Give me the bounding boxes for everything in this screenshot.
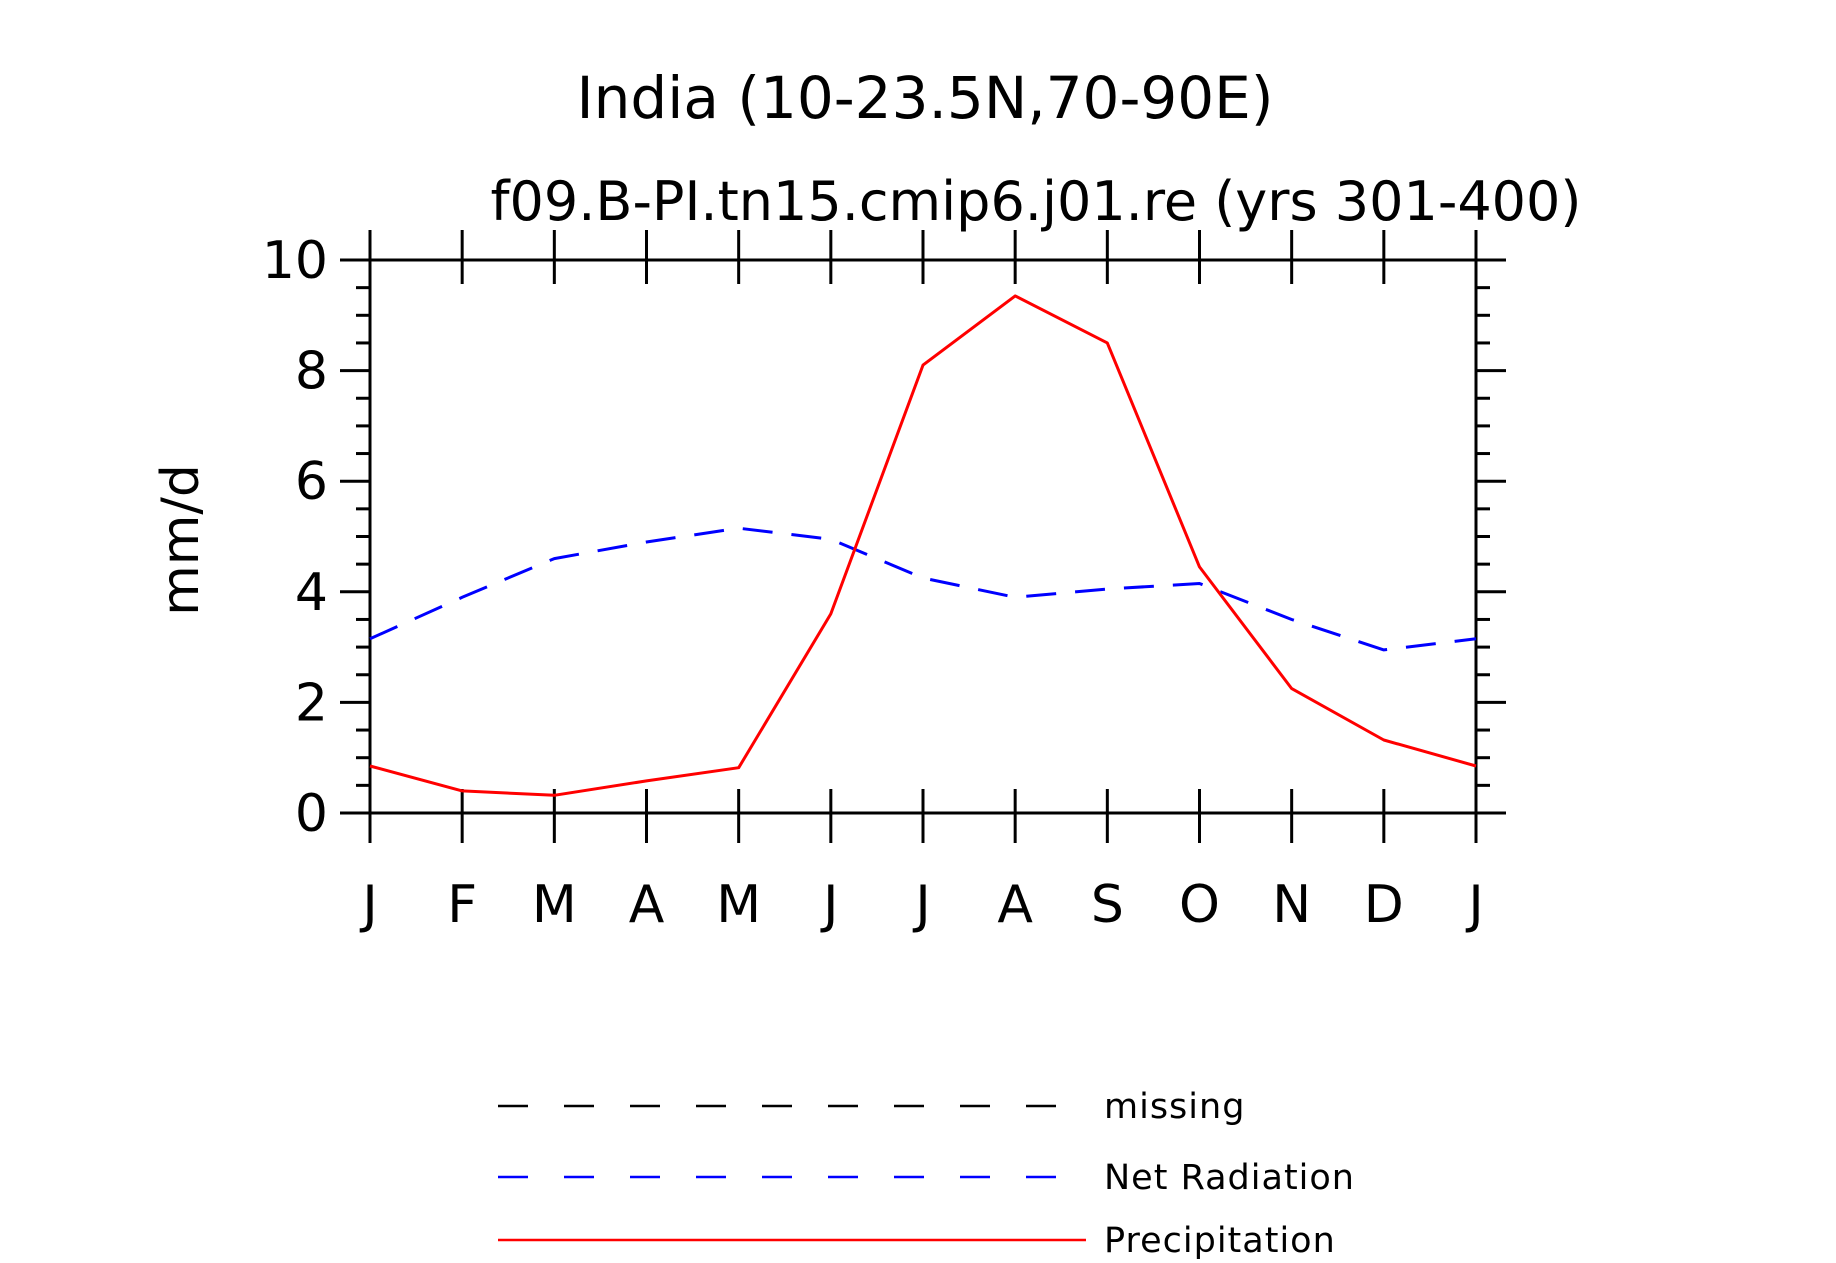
y-tick-label: 4 (295, 563, 328, 623)
y-tick-labels: 0 2 4 6 8 10 (262, 231, 328, 844)
x-tick-label: M (532, 875, 577, 935)
series-line-net-radiation (369, 526, 1477, 652)
x-tick-label: N (1272, 875, 1311, 935)
x-tick-label: J (912, 875, 930, 935)
y-axis-label: mm/d (151, 464, 211, 616)
x-tick-label: J (1465, 875, 1483, 935)
x-tick-label: A (997, 875, 1033, 935)
chart-title: India (10-23.5N,70-90E) (577, 64, 1274, 132)
legend-label: Precipitation (1104, 1221, 1336, 1261)
legend-label: Net Radiation (1104, 1158, 1355, 1198)
chart-subtitle: f09.B-PI.tn15.cmip6.j01.re (yrs 301-400) (491, 170, 1582, 233)
x-tick-label: S (1091, 875, 1124, 935)
x-tick-label: M (716, 875, 761, 935)
y-tick-label: 2 (295, 673, 328, 733)
x-tick-label: F (447, 875, 477, 935)
y-tick-label: 10 (262, 231, 328, 291)
series-lines (369, 294, 1477, 797)
series-line-precipitation (369, 294, 1477, 797)
y-tick-label: 8 (295, 342, 328, 402)
axis-ticks (340, 230, 1506, 843)
x-tick-label: A (629, 875, 665, 935)
legend: missing Net Radiation Precipitation (498, 1087, 1355, 1261)
x-tick-label: D (1364, 875, 1404, 935)
x-tick-label: J (359, 875, 377, 935)
y-tick-label: 6 (295, 452, 328, 512)
x-tick-label: J (820, 875, 838, 935)
y-tick-label: 0 (295, 784, 328, 844)
x-tick-label: O (1179, 875, 1220, 935)
plot-frame (368, 258, 1478, 815)
legend-label: missing (1104, 1087, 1245, 1127)
